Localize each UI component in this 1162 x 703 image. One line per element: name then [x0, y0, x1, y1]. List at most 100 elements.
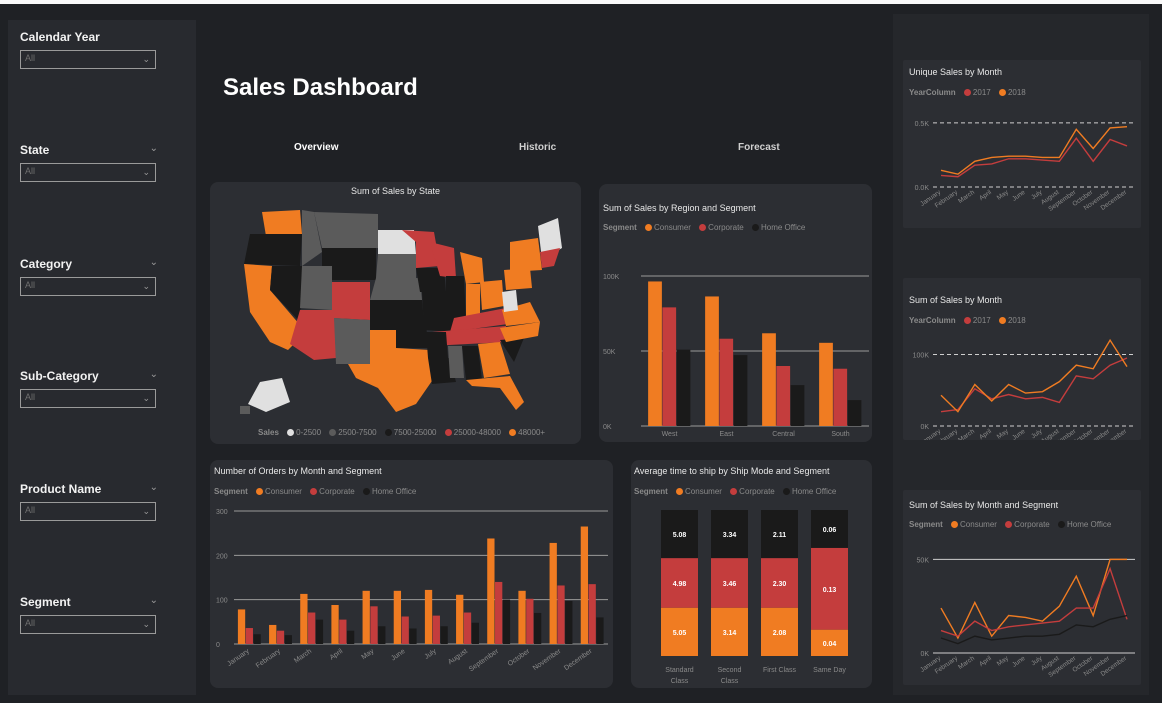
tab-forecast[interactable]: Forecast: [738, 142, 780, 153]
chevron-down-icon[interactable]: ⌄: [149, 595, 158, 606]
legend-label: Corporate: [319, 487, 355, 496]
series-line-2018: [940, 338, 1128, 413]
bar-corporate: [245, 628, 253, 644]
legend-dot: [951, 521, 959, 528]
y-tick-label: 200: [216, 553, 228, 560]
bar-consumer: [237, 609, 246, 644]
data-label: 3.34: [723, 532, 737, 539]
bar-corporate: [370, 606, 378, 644]
tab-overview[interactable]: Overview: [294, 142, 339, 153]
x-tick-label: June: [1011, 189, 1027, 203]
x-tick-label: October: [507, 648, 532, 668]
slicer-state[interactable]: State ⌄ All ⌄: [20, 143, 160, 182]
slicer-label: Sub-Category: [20, 369, 99, 383]
x-tick-label: April: [978, 428, 993, 440]
x-tick-label: March: [957, 655, 976, 671]
bar-home-office: [315, 619, 324, 644]
slicer-label: Category: [20, 257, 73, 271]
filter-sidebar: Calendar Year All ⌄ State ⌄ All ⌄ Category…: [8, 20, 196, 695]
legend-dot: [444, 429, 452, 436]
bar-consumer: [819, 342, 833, 426]
slicer-value: All: [25, 280, 36, 290]
chevron-down-icon: ⌄: [142, 619, 150, 629]
slicer-dropdown[interactable]: All ⌄: [20, 277, 156, 296]
bar-home-office: [378, 626, 386, 644]
orders-chart-card: Number of Orders by Month and Segment Se…: [210, 460, 613, 688]
legend-label: 2500-7500: [338, 428, 377, 437]
bar-home-office: [533, 612, 542, 644]
slicer-label: Product Name: [20, 482, 102, 496]
x-tick-label: April: [978, 189, 993, 203]
bar-corporate: [308, 612, 316, 644]
y-tick-label: 300: [216, 509, 228, 516]
slicer-dropdown[interactable]: All ⌄: [20, 50, 156, 69]
bar-corporate: [588, 584, 596, 644]
legend-label: Consumer: [654, 223, 691, 232]
legend-dot: [751, 224, 759, 231]
tab-historic[interactable]: Historic: [519, 142, 557, 153]
y-tick-label: 0.0K: [915, 185, 930, 192]
bar-home-office: [284, 635, 292, 644]
state-alabama: [462, 346, 482, 380]
state-minnesota: [402, 230, 440, 268]
state-kansas: [370, 300, 424, 322]
ship-stacked-chart[interactable]: 5.08 4.98 5.05 Standard Class 3.34 3.46 3.14 Sec…: [631, 460, 872, 688]
map-card: Sum of Sales by State: [210, 182, 581, 444]
sales-month-card: Sum of Sales by Month YearColumn 2017 20…: [903, 278, 1141, 440]
slicer-dropdown[interactable]: All ⌄: [20, 163, 156, 182]
bar-consumer: [269, 624, 277, 644]
slicer-dropdown[interactable]: All ⌄: [20, 502, 156, 521]
slicer-dropdown[interactable]: All ⌄: [20, 389, 156, 408]
slicer-segment[interactable]: Segment ⌄ All ⌄: [20, 595, 160, 634]
state-florida: [466, 376, 524, 410]
bar-corporate: [463, 612, 472, 644]
bar-home-office: [346, 630, 355, 644]
bar-home-office: [502, 599, 511, 644]
region-chart-card: Sum of Sales by Region and Segment Segme…: [599, 184, 872, 442]
bar-corporate: [557, 585, 565, 644]
legend-dot: [963, 89, 971, 96]
x-tick-label: May: [996, 188, 1011, 201]
legend-label: Corporate: [1014, 520, 1050, 529]
chevron-down-icon[interactable]: ⌄: [149, 143, 158, 154]
chevron-down-icon[interactable]: ⌄: [149, 369, 158, 380]
state-south-carolina: [500, 338, 524, 362]
ship-chart-card: Average time to ship by Ship Mode and Se…: [631, 460, 872, 688]
legend-dot: [645, 224, 653, 231]
us-state-map[interactable]: [210, 182, 581, 444]
state-nevada: [270, 266, 302, 322]
state-idaho: [302, 210, 322, 266]
data-label: 3.46: [723, 581, 737, 588]
bar-home-office: [409, 628, 417, 644]
legend-label: Home Office: [1066, 520, 1112, 529]
slicer-calendar-year[interactable]: Calendar Year All ⌄: [20, 30, 160, 69]
slicer-sub-category[interactable]: Sub-Category ⌄ All ⌄: [20, 369, 160, 408]
series-line-2017: [940, 137, 1128, 178]
chevron-down-icon[interactable]: ⌄: [149, 257, 158, 268]
bar-home-office: [847, 400, 862, 426]
y-tick-label: 50K: [603, 349, 616, 356]
bar-home-office: [440, 626, 448, 644]
orders-bar-chart[interactable]: 300 200 100 0 January February March April May Ju…: [210, 460, 613, 688]
slicer-dropdown[interactable]: All ⌄: [20, 615, 156, 634]
region-bar-chart[interactable]: 100K 50K 0K West East Central South: [599, 184, 872, 442]
bar-corporate: [719, 338, 734, 426]
legend-dot: [782, 488, 790, 495]
data-label: 2.08: [773, 630, 787, 637]
state-indiana: [466, 284, 480, 318]
slicer-category[interactable]: Category ⌄ All ⌄: [20, 257, 160, 296]
chart-title: Sum of Sales by Region and Segment: [603, 203, 756, 213]
bar-home-office: [733, 355, 748, 426]
slicer-product-name[interactable]: Product Name ⌄ All ⌄: [20, 482, 160, 521]
unique-sales-card: Unique Sales by Month YearColumn 2017 20…: [903, 60, 1141, 228]
slicer-value: All: [25, 618, 36, 628]
legend-dot: [1057, 521, 1065, 528]
chevron-down-icon[interactable]: ⌄: [149, 482, 158, 493]
stack-home-office: [661, 510, 698, 559]
map-title: Sum of Sales by State: [350, 186, 441, 196]
bar-consumer: [648, 281, 662, 426]
bar-corporate: [495, 581, 503, 644]
